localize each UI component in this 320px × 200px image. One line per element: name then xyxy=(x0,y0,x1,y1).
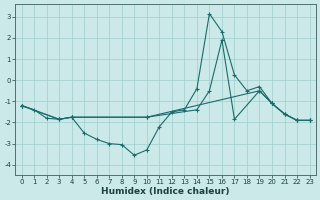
X-axis label: Humidex (Indice chaleur): Humidex (Indice chaleur) xyxy=(101,187,230,196)
